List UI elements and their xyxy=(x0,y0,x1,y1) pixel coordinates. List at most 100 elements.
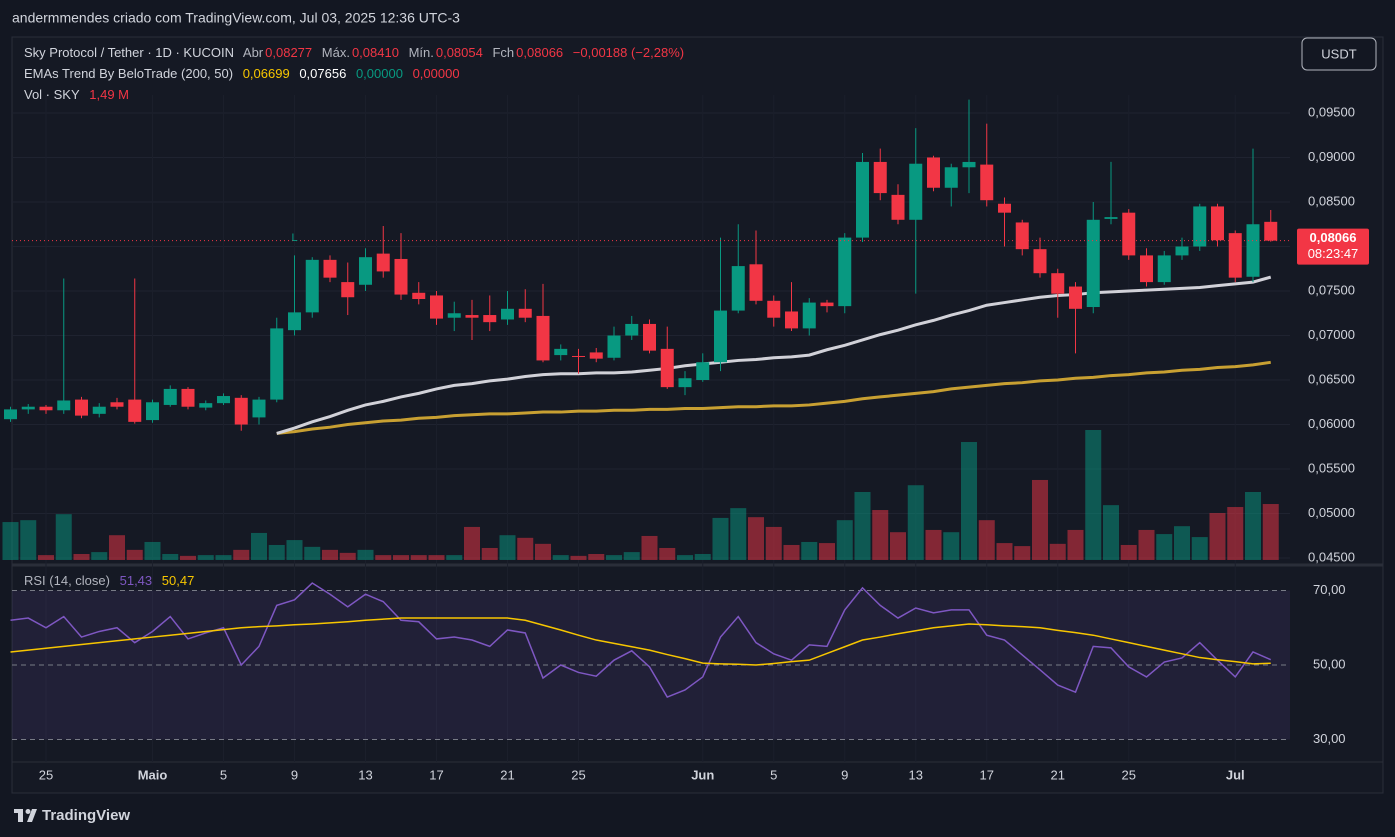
volume-bar xyxy=(890,532,906,560)
y-tick-label: 0,05500 xyxy=(1308,460,1355,475)
logo-part xyxy=(27,809,37,822)
y-tick-label: 30,00 xyxy=(1313,731,1346,746)
volume-bar xyxy=(1120,544,1137,560)
volume-bar xyxy=(641,535,658,560)
volume-bar xyxy=(1227,507,1244,560)
legend-label: Abr xyxy=(242,45,264,60)
y-tick-label: 0,07000 xyxy=(1308,327,1355,342)
x-tick-label: 25 xyxy=(1122,767,1136,782)
candle-body xyxy=(1015,222,1029,250)
candle-body xyxy=(714,310,727,363)
volume-bar xyxy=(357,549,374,560)
x-tick-label: Maio xyxy=(138,767,168,782)
volume-bar xyxy=(410,555,427,560)
candle-body xyxy=(607,335,621,358)
candle-body xyxy=(1104,217,1118,219)
volume-bar xyxy=(144,541,161,560)
volume-bar xyxy=(623,552,640,560)
volume-bar xyxy=(1138,529,1155,560)
candle-body xyxy=(252,399,266,418)
volume-bar xyxy=(55,514,72,560)
price-tag-countdown: 08:23:47 xyxy=(1308,246,1359,261)
candle-body xyxy=(838,237,852,307)
candle-body xyxy=(110,402,124,407)
volume-bar xyxy=(925,529,942,560)
candle-body xyxy=(678,378,692,388)
volume-bar xyxy=(428,555,445,560)
x-tick-label: 5 xyxy=(770,767,777,782)
candle-body xyxy=(57,400,71,411)
volume-bar xyxy=(1067,529,1084,560)
volume-bar xyxy=(907,485,924,560)
currency-button[interactable] xyxy=(1301,37,1377,71)
volume-bar xyxy=(73,553,90,560)
x-tick-label: 25 xyxy=(39,767,53,782)
candle-body xyxy=(39,406,53,411)
volume-bar xyxy=(1209,513,1226,560)
volume-bar xyxy=(464,526,480,560)
ema-value: 0,00000 xyxy=(412,66,460,81)
candle-body xyxy=(785,311,798,329)
volume-bar xyxy=(872,510,889,560)
candle-body xyxy=(394,258,408,295)
volume-bar xyxy=(499,535,516,560)
volume-bar xyxy=(393,555,409,560)
volume-bar xyxy=(126,549,143,560)
candle-body xyxy=(909,163,923,220)
candle-body xyxy=(856,161,869,238)
candle-body xyxy=(536,315,550,361)
candle-body xyxy=(217,396,230,404)
volume-bar xyxy=(1014,546,1031,560)
volume-bar xyxy=(712,517,729,560)
candle-body xyxy=(75,399,88,416)
volume-bar xyxy=(251,532,267,560)
volume-value: 1,49 M xyxy=(89,87,130,102)
volume-bar xyxy=(606,555,622,560)
legend-label: Fch xyxy=(492,45,515,60)
candle-body xyxy=(802,302,816,329)
x-tick-label: 25 xyxy=(571,767,585,782)
volume-bar xyxy=(943,532,960,560)
candle-body xyxy=(1193,206,1207,247)
x-tick-label: 17 xyxy=(429,767,443,782)
volume-bar xyxy=(961,442,977,560)
candle-body xyxy=(554,348,568,356)
candle-body xyxy=(660,348,674,388)
candle-body xyxy=(501,308,514,320)
volume-bar xyxy=(694,553,711,560)
candle-body xyxy=(465,315,479,318)
rsi-ma-value: 50,47 xyxy=(161,573,195,588)
y-tick-label: 0,09500 xyxy=(1308,104,1355,119)
x-tick-label: 21 xyxy=(500,767,514,782)
volume-bar xyxy=(180,555,196,560)
volume-bar xyxy=(268,544,285,560)
candle-body xyxy=(731,266,745,311)
y-tick-label: 0,05000 xyxy=(1308,505,1355,520)
x-tick-label: 9 xyxy=(291,767,298,782)
volume-bar xyxy=(1191,537,1208,560)
rsi-title: RSI (14, close) xyxy=(24,573,110,588)
candle-body xyxy=(483,315,497,323)
legend-value: 0,08054 xyxy=(435,45,483,60)
candle-body xyxy=(21,406,35,410)
candle-body xyxy=(341,282,355,298)
candle-body xyxy=(359,257,372,285)
candle-body xyxy=(128,399,142,422)
volume-bar xyxy=(1049,543,1066,560)
candle-body xyxy=(181,388,195,407)
candle-body xyxy=(323,259,337,278)
legend-label: Máx. xyxy=(321,45,350,60)
ema-value: 0,06699 xyxy=(242,66,290,81)
volume-bar xyxy=(38,555,54,560)
candle-body xyxy=(767,300,781,318)
volume-bar xyxy=(1032,479,1048,560)
volume-bar xyxy=(1174,526,1190,560)
candle-body xyxy=(1069,286,1082,309)
volume-bar xyxy=(339,552,356,560)
candle-body xyxy=(1264,221,1278,241)
ema-legend: EMAs Trend By BeloTrade (200, 50) 0,0669… xyxy=(24,66,466,81)
x-tick-label: Jun xyxy=(691,767,714,782)
candle-body xyxy=(820,302,834,307)
currency-button-label[interactable]: USDT xyxy=(1321,46,1356,61)
